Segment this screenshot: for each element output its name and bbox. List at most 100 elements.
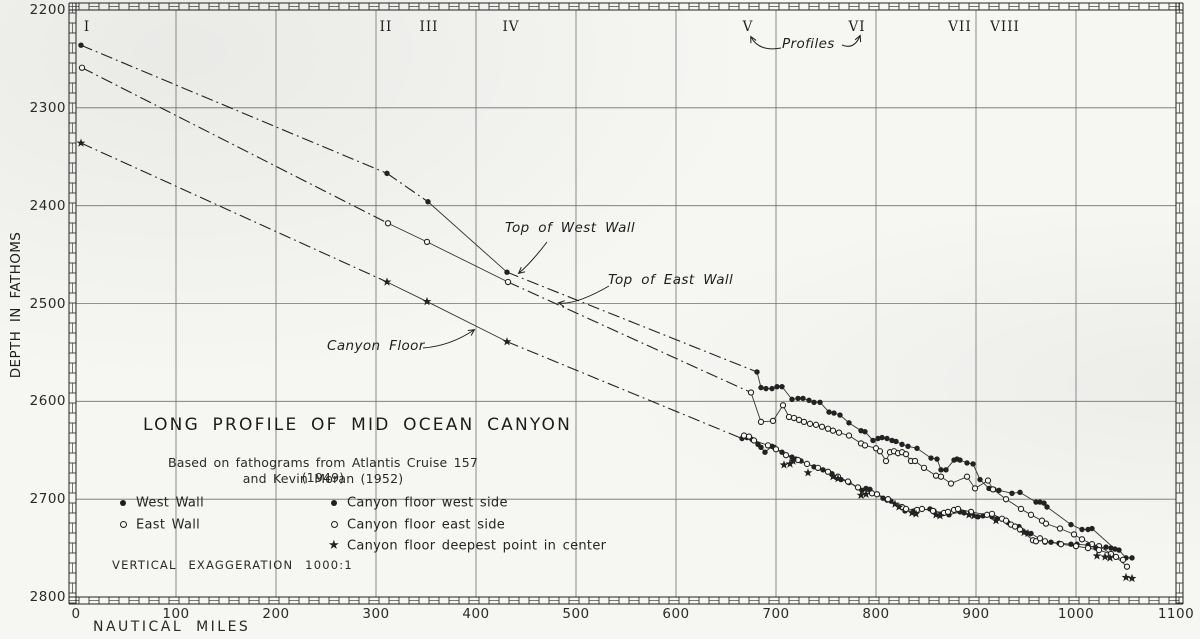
filled-circle-marker bbox=[826, 409, 832, 415]
open-circle-marker bbox=[1123, 563, 1131, 570]
filled-circle-marker bbox=[769, 385, 775, 392]
open-circle-marker bbox=[803, 460, 811, 468]
open-circle-marker bbox=[876, 448, 884, 455]
filled-circle-marker bbox=[943, 467, 949, 473]
filled-circle-marker bbox=[384, 170, 390, 177]
open-circle-marker bbox=[423, 238, 431, 246]
open-circle-marker bbox=[800, 418, 808, 426]
star-marker bbox=[1092, 551, 1102, 560]
open-circle-marker bbox=[937, 473, 945, 480]
star-marker bbox=[422, 296, 432, 306]
open-circle-marker bbox=[745, 433, 753, 440]
open-circle-marker bbox=[782, 451, 790, 459]
star-marker bbox=[911, 509, 921, 518]
filled-circle-marker bbox=[762, 449, 768, 455]
star-marker bbox=[856, 490, 866, 499]
open-circle-marker bbox=[747, 389, 755, 396]
open-circle-marker bbox=[812, 421, 820, 428]
open-circle-marker bbox=[902, 451, 910, 458]
open-circle-marker bbox=[769, 417, 777, 425]
open-circle-marker bbox=[1041, 538, 1049, 545]
open-circle-marker bbox=[920, 464, 928, 472]
filled-circle-marker bbox=[914, 445, 920, 451]
filled-circle-marker bbox=[961, 510, 967, 516]
series-west_wall bbox=[80, 44, 1132, 559]
open-circle-marker bbox=[861, 442, 869, 449]
open-circle-marker bbox=[963, 473, 971, 480]
star-marker bbox=[502, 337, 512, 346]
filled-circle-marker bbox=[899, 441, 905, 448]
annotation-arrow bbox=[422, 330, 474, 349]
open-circle-marker bbox=[779, 402, 787, 409]
open-circle-marker bbox=[1002, 517, 1010, 524]
filled-circle-marker bbox=[754, 369, 760, 375]
open-circle-marker bbox=[1084, 544, 1092, 552]
open-circle-marker bbox=[818, 423, 826, 430]
open-circle-marker bbox=[902, 505, 910, 513]
plot-border bbox=[68, 2, 1184, 605]
open-circle-marker bbox=[78, 64, 86, 71]
filled-circle-marker bbox=[977, 476, 983, 483]
star-marker bbox=[894, 502, 904, 511]
open-circle-marker bbox=[1016, 526, 1024, 533]
filled-circle-marker bbox=[1079, 526, 1085, 533]
open-circle-marker bbox=[984, 477, 992, 484]
open-circle-marker bbox=[1070, 531, 1078, 538]
star-marker bbox=[833, 474, 843, 483]
star-marker bbox=[964, 510, 974, 519]
filled-circle-marker bbox=[800, 395, 806, 402]
open-circle-marker bbox=[884, 496, 892, 503]
open-circle-marker bbox=[1078, 536, 1086, 543]
open-circle-marker bbox=[1042, 520, 1050, 527]
filled-circle-marker bbox=[78, 42, 84, 48]
open-circle-marker bbox=[1036, 535, 1044, 542]
open-circle-marker bbox=[1017, 505, 1025, 513]
open-circle-marker bbox=[740, 432, 748, 439]
open-circle-marker bbox=[983, 511, 991, 518]
filled-circle-marker bbox=[905, 443, 911, 450]
star-marker bbox=[803, 468, 813, 477]
filled-circle-marker bbox=[425, 199, 431, 205]
annotation-arrow bbox=[519, 241, 548, 273]
series-floor_west bbox=[741, 437, 1112, 549]
filled-circle-marker bbox=[820, 467, 826, 473]
filled-circle-marker bbox=[938, 467, 944, 473]
filled-circle-marker bbox=[774, 383, 780, 390]
filled-circle-marker bbox=[1048, 539, 1054, 545]
filled-circle-marker bbox=[870, 437, 876, 444]
open-circle-marker bbox=[911, 457, 919, 465]
star-marker bbox=[785, 459, 795, 468]
open-circle-marker bbox=[1002, 496, 1010, 503]
filled-circle-marker bbox=[1044, 504, 1050, 510]
filled-circle-marker bbox=[934, 456, 940, 462]
filled-circle-marker bbox=[879, 434, 885, 441]
filled-circle-marker bbox=[1129, 555, 1135, 561]
open-circle-marker bbox=[772, 446, 780, 453]
filled-circle-marker bbox=[1108, 545, 1114, 551]
open-circle-marker bbox=[873, 491, 881, 498]
open-circle-marker bbox=[814, 464, 822, 472]
star-marker bbox=[1023, 528, 1033, 538]
filled-circle-marker bbox=[970, 461, 976, 467]
filled-circle-marker bbox=[1017, 489, 1023, 496]
open-circle-marker bbox=[854, 484, 862, 491]
open-circle-marker bbox=[1027, 511, 1035, 518]
open-circle-marker bbox=[757, 418, 765, 426]
open-circle-marker bbox=[1112, 553, 1120, 561]
annotation-arrow bbox=[559, 285, 610, 303]
filled-circle-marker bbox=[880, 495, 886, 501]
filled-circle-marker bbox=[1009, 490, 1015, 496]
filled-circle-marker bbox=[996, 487, 1002, 494]
star-marker bbox=[779, 460, 789, 469]
open-circle-marker bbox=[954, 505, 962, 513]
open-circle-marker bbox=[1011, 523, 1019, 530]
filled-circle-marker bbox=[837, 412, 843, 418]
open-circle-marker bbox=[504, 278, 512, 286]
open-circle-marker bbox=[790, 414, 798, 422]
open-circle-marker bbox=[1095, 546, 1103, 554]
filled-circle-marker bbox=[758, 444, 764, 451]
open-circle-marker bbox=[868, 490, 876, 497]
filled-circle-marker bbox=[504, 269, 510, 275]
star-marker bbox=[969, 511, 979, 520]
